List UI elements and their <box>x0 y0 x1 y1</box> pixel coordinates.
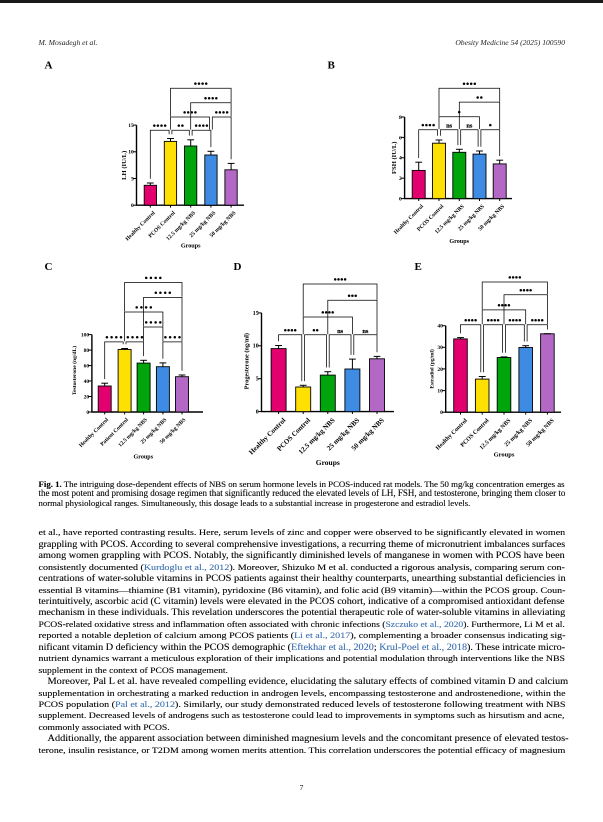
svg-text:15: 15 <box>128 123 134 129</box>
svg-text:LH (IU/L): LH (IU/L) <box>121 151 128 180</box>
svg-text:0: 0 <box>256 410 259 416</box>
svg-text:Groups: Groups <box>316 458 340 467</box>
svg-text:80: 80 <box>84 348 90 354</box>
svg-text:60: 60 <box>84 364 90 370</box>
svg-text:0: 0 <box>399 197 402 203</box>
svg-text:2: 2 <box>399 176 402 182</box>
svg-text:B: B <box>328 60 336 72</box>
svg-text:15: 15 <box>253 311 259 317</box>
svg-text:20: 20 <box>84 394 90 400</box>
svg-text:4: 4 <box>399 156 402 162</box>
svg-text:6: 6 <box>399 135 402 141</box>
svg-text:5: 5 <box>131 176 134 182</box>
svg-text:ns: ns <box>337 328 344 335</box>
svg-text:10: 10 <box>128 150 134 156</box>
svg-text:ns: ns <box>362 328 369 335</box>
svg-text:10: 10 <box>437 389 443 395</box>
svg-text:A: A <box>45 60 53 72</box>
svg-text:Groups: Groups <box>181 244 201 250</box>
svg-text:Progesterone (ng/ml): Progesterone (ng/ml) <box>243 333 250 389</box>
svg-text:ns: ns <box>446 123 453 130</box>
svg-text:5: 5 <box>256 377 259 383</box>
svg-text:8: 8 <box>399 115 402 121</box>
svg-text:E: E <box>415 261 422 273</box>
svg-text:0: 0 <box>440 410 443 416</box>
svg-text:Testosterone (ng/dL): Testosterone (ng/dL) <box>71 346 78 395</box>
svg-text:D: D <box>234 261 242 273</box>
svg-text:0: 0 <box>131 203 134 209</box>
svg-text:100: 100 <box>81 333 90 339</box>
svg-text:Groups: Groups <box>449 239 469 245</box>
svg-text:40: 40 <box>437 324 443 330</box>
svg-text:Groups: Groups <box>134 455 154 461</box>
svg-text:30: 30 <box>437 345 443 351</box>
svg-text:Groups: Groups <box>494 452 515 459</box>
svg-text:20: 20 <box>437 367 443 373</box>
svg-text:Estradiol (pg/ml): Estradiol (pg/ml) <box>428 349 435 389</box>
svg-text:C: C <box>45 261 53 273</box>
svg-text:0: 0 <box>86 410 89 416</box>
svg-text:40: 40 <box>84 379 90 385</box>
svg-text:FSH (IU/L): FSH (IU/L) <box>391 142 398 174</box>
svg-text:10: 10 <box>253 344 259 350</box>
svg-text:ns: ns <box>466 123 473 130</box>
